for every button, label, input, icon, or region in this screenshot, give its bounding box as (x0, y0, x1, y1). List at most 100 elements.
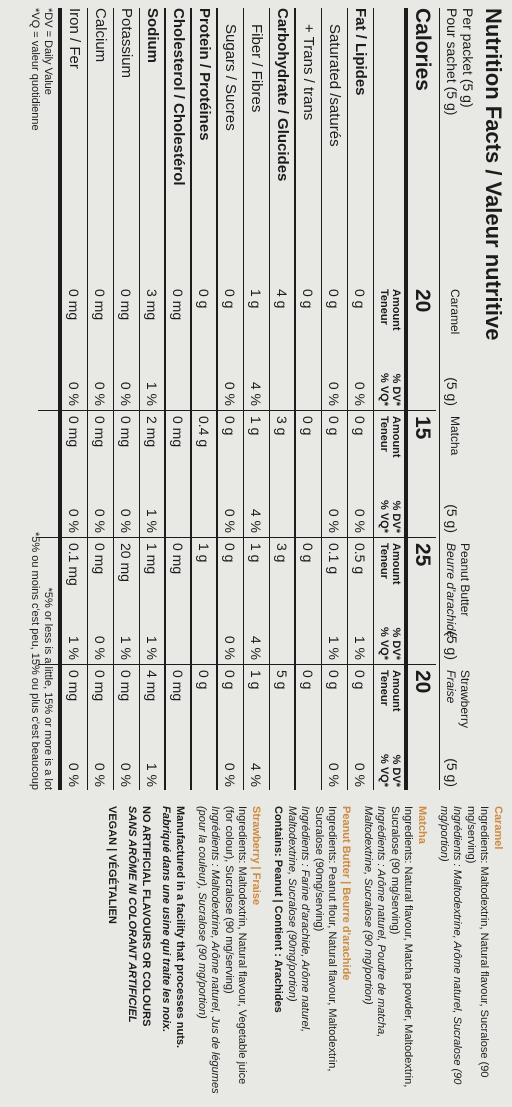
rule (269, 8, 270, 790)
amount-value: 0 mg (170, 543, 186, 575)
amount-value: 4 g (274, 289, 290, 309)
serving-size: (5 g) (444, 504, 460, 533)
dv-value: 0 % (118, 508, 134, 533)
footnote: *5% ou moins c'est peu, 15% ou plus c'es… (29, 532, 41, 790)
amount-value: 0 g (196, 670, 212, 690)
rule (373, 8, 374, 790)
ingredient-text: Ingrédients : Maltodextrine, Arôme natur… (196, 806, 221, 1094)
title: Nutrition Facts / Valeur nutritive (481, 8, 506, 341)
rule (87, 8, 88, 790)
nutrient-label: Sodium (144, 8, 161, 63)
rule (113, 8, 114, 790)
dv-header: % DV* (390, 627, 402, 660)
footnote: *5% or less is a little, 15% or more is … (42, 587, 54, 790)
amount-value: 1 g (196, 543, 212, 563)
dv-value: 0 % (352, 508, 368, 533)
nutrient-label: Fat / Lipides (352, 8, 369, 96)
ingredient-heading: Caramel (492, 806, 504, 850)
serving: Per packet (5 g) (460, 8, 476, 108)
ingredient-text: Ingredients: Natural flavour, Matcha pow… (389, 806, 414, 1088)
ingredient-text: Ingredients: Maltodextrin, Natural flavo… (465, 806, 490, 1078)
dv-value: 1 % (144, 762, 160, 787)
dv-value: 0 % (118, 762, 134, 787)
dv-value: 1 % (144, 508, 160, 533)
amount-value: 3 g (274, 543, 290, 563)
rule (139, 8, 140, 790)
note: NO ARTIFICIAL FLAVOURS OR COLOURS (140, 806, 152, 1027)
dv-value: 1 % (144, 381, 160, 406)
rule (404, 8, 408, 790)
ingredient-text: Contains: Peanut | Contient : Arachides (272, 806, 284, 1013)
calories-value: 25 (411, 543, 434, 567)
calories-value: 15 (411, 416, 434, 440)
rule (439, 8, 440, 790)
dv-value: 0 % (66, 381, 82, 406)
nutrient-label: Protein / Protéines (196, 8, 213, 141)
dv-header: % VQ* (378, 626, 390, 660)
note: Manufactured in a facility that processe… (174, 806, 186, 1049)
flavor-name: Strawberry (458, 670, 472, 729)
dv-value: 0 % (118, 381, 134, 406)
dv-value: 0 % (222, 635, 238, 660)
dv-header: % VQ* (378, 753, 390, 787)
dv-value: 4 % (248, 508, 264, 533)
calories-value: 20 (411, 670, 434, 694)
amount-value: 0 mg (170, 416, 186, 448)
dv-value: 0 % (222, 381, 238, 406)
amount-value: 3 g (274, 416, 290, 436)
dv-value: 0 % (352, 762, 368, 787)
footnote: *DV = Daily Value (42, 8, 54, 95)
dv-value: 0 % (326, 508, 342, 533)
amount-value: 0 mg (170, 289, 186, 321)
dv-value: 0 % (222, 762, 238, 787)
amount-value: 0 g (300, 670, 316, 690)
rule (38, 410, 436, 411)
serving-size: (5 g) (444, 377, 460, 406)
ingredient-text: Ingrédients : Farine d'arachide, Arôme n… (286, 806, 311, 1033)
dv-value: 0 % (92, 762, 108, 787)
footnote: *VQ = valeur quotidienne (29, 8, 41, 131)
ingredient-heading: Strawberry | Fraise (250, 806, 262, 906)
dv-value: 0 % (92, 381, 108, 406)
note: Fabriqué dans une usine qui traite les n… (160, 806, 172, 1033)
nutrient-label: Fiber / Fibres (248, 24, 265, 113)
nutrient-label: Calcium (92, 8, 109, 63)
dv-value: 0 % (326, 381, 342, 406)
nutrient-label: Iron / Fer (66, 8, 83, 69)
rule (190, 8, 192, 790)
amount-value: 0.4 g (196, 416, 212, 448)
amount-value: 0 g (300, 543, 316, 563)
nutrient-label: Cholesterol / Cholestérol (170, 8, 187, 186)
dv-value: 1 % (144, 635, 160, 660)
amount-value: 0 g (196, 289, 212, 309)
calories-label: Calories (411, 8, 434, 91)
rule (216, 8, 218, 790)
dv-header: % DV* (390, 754, 402, 787)
ingredient-text: Ingredients: Peanut flour, Natural flavo… (313, 806, 338, 1072)
dv-value: 4 % (248, 635, 264, 660)
calories-value: 20 (411, 289, 434, 313)
rule (294, 8, 296, 790)
serving: Pour sachet (5 g) (444, 8, 460, 116)
amount-value: 0 g (300, 289, 316, 309)
dv-value: 0 % (222, 508, 238, 533)
nutrient-label: Carbohydrate / Glucides (274, 8, 291, 182)
flavor-name: Peanut Butter (458, 543, 472, 617)
dv-value: 0 % (66, 762, 82, 787)
nutrient-label: + Trans / trans (300, 24, 317, 121)
dv-value: 0 % (352, 381, 368, 406)
serving-size: (5 g) (444, 631, 460, 660)
dv-header: % DV* (390, 500, 402, 533)
rule (164, 8, 166, 790)
dv-value: 1 % (326, 635, 342, 660)
dv-value: 0 % (92, 635, 108, 660)
ingredient-heading: Peanut Butter | Beurre d'arachide (340, 806, 352, 981)
dv-value: 1 % (66, 635, 82, 660)
ingredient-text: Ingredients: Maltodextrin, Natural flavo… (223, 806, 248, 1085)
rule (38, 664, 436, 665)
dv-value: 1 % (352, 635, 368, 660)
rule (38, 537, 436, 538)
dv-value: 4 % (248, 381, 264, 406)
amount-value: 0 g (300, 416, 316, 436)
dv-header: % VQ* (378, 499, 390, 533)
